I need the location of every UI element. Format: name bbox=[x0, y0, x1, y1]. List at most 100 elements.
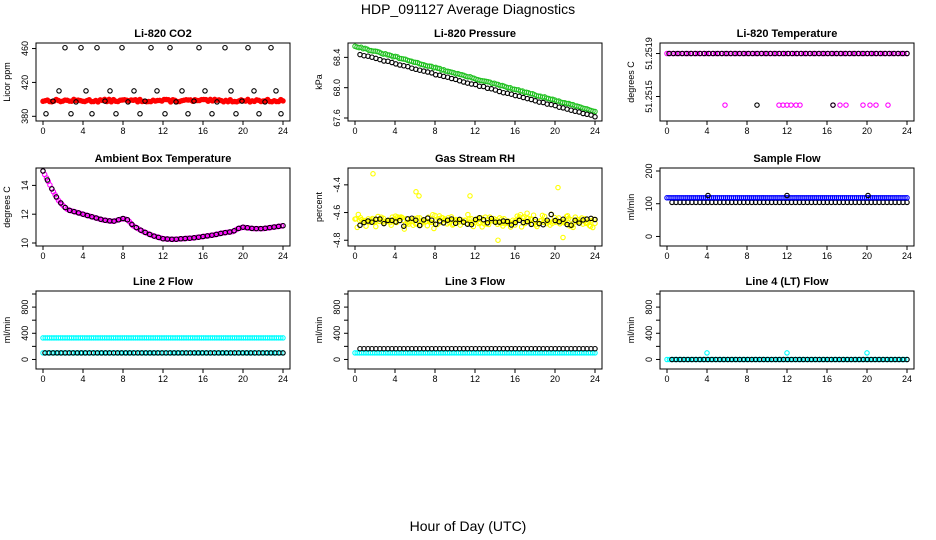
data-point bbox=[78, 44, 84, 51]
x-tick-label: 8 bbox=[744, 251, 749, 261]
data-point bbox=[68, 111, 74, 117]
x-tick-label: 0 bbox=[352, 251, 357, 261]
data-point bbox=[560, 216, 566, 223]
data-point bbox=[397, 217, 403, 224]
x-tick-label: 12 bbox=[158, 251, 168, 261]
y-axis-label: ml/min bbox=[314, 317, 324, 344]
panel-frame bbox=[35, 42, 291, 122]
data-point bbox=[228, 88, 234, 94]
data-point bbox=[528, 221, 535, 228]
panel-title: Ambient Box Temperature bbox=[95, 153, 232, 165]
data-point bbox=[548, 211, 554, 218]
x-tick-label: 0 bbox=[40, 126, 45, 136]
data-point bbox=[138, 227, 144, 233]
x-tick-label: 16 bbox=[198, 374, 208, 384]
data-point bbox=[49, 186, 55, 192]
data-point bbox=[119, 44, 125, 51]
data-point bbox=[480, 216, 487, 223]
data-point bbox=[131, 88, 137, 94]
data-point bbox=[879, 50, 886, 57]
data-point bbox=[592, 345, 598, 352]
data-point bbox=[413, 217, 419, 224]
data-layer bbox=[664, 192, 910, 206]
data-point bbox=[530, 212, 537, 218]
data-point bbox=[782, 50, 789, 57]
data-point bbox=[448, 216, 455, 222]
data-point bbox=[712, 50, 719, 57]
data-point bbox=[167, 44, 173, 51]
data-point bbox=[142, 229, 148, 236]
x-tick-label: 8 bbox=[432, 126, 437, 136]
data-point bbox=[162, 111, 168, 117]
x-tick-label: 0 bbox=[352, 374, 357, 384]
data-point bbox=[898, 50, 904, 57]
data-point bbox=[129, 221, 135, 228]
y-tick-label: 420 bbox=[20, 75, 30, 90]
x-tick-label: 20 bbox=[550, 251, 560, 261]
data-point bbox=[592, 108, 598, 115]
y-tick-label: -4.6 bbox=[332, 205, 342, 221]
x-tick-label: 24 bbox=[902, 126, 912, 136]
data-point bbox=[800, 50, 807, 57]
y-tick-label: 800 bbox=[332, 300, 342, 315]
data-point bbox=[540, 221, 546, 228]
data-point bbox=[256, 225, 262, 232]
x-tick-label: 4 bbox=[392, 126, 397, 136]
x-tick-label: 8 bbox=[744, 126, 749, 136]
data-point bbox=[512, 219, 519, 226]
data-point bbox=[904, 50, 910, 57]
data-point bbox=[142, 98, 148, 104]
x-tick-label: 20 bbox=[862, 126, 872, 136]
y-tick-label: 800 bbox=[644, 300, 654, 315]
y-axis-label: ml/min bbox=[626, 317, 636, 344]
x-tick-label: 16 bbox=[198, 126, 208, 136]
y-tick-label: 0 bbox=[332, 357, 342, 362]
x-tick-label: 8 bbox=[120, 126, 125, 136]
data-point bbox=[357, 222, 363, 229]
data-point bbox=[467, 193, 473, 199]
data-point bbox=[440, 220, 447, 226]
x-tick-label: 0 bbox=[664, 374, 669, 384]
x-tick-label: 16 bbox=[822, 251, 832, 261]
data-point bbox=[465, 211, 471, 218]
data-point bbox=[280, 335, 286, 341]
x-tick-label: 4 bbox=[80, 374, 85, 384]
data-point bbox=[504, 218, 511, 225]
data-point bbox=[727, 50, 734, 57]
data-point bbox=[904, 356, 910, 363]
y-tick-label: -4.4 bbox=[332, 177, 342, 193]
y-tick-label: 100 bbox=[644, 196, 654, 211]
y-tick-label: 400 bbox=[20, 326, 30, 341]
data-point bbox=[767, 50, 774, 57]
data-point bbox=[409, 215, 415, 221]
y-tick-label: 0 bbox=[644, 234, 654, 239]
y-tick-label: 460 bbox=[20, 41, 30, 56]
y-tick-label: 200 bbox=[644, 163, 654, 178]
y-tick-label: 68.0 bbox=[332, 79, 342, 97]
panel-title: Sample Flow bbox=[753, 153, 821, 165]
x-tick-label: 12 bbox=[782, 126, 792, 136]
x-tick-label: 24 bbox=[278, 374, 288, 384]
x-axis-label: Hour of Day (UTC) bbox=[409, 518, 527, 534]
y-axis-label: percent bbox=[314, 191, 324, 222]
y-tick-label: 380 bbox=[20, 109, 30, 124]
panel-4: Ambient Box Temperature degrees C 0 4 8 12 16 2… bbox=[2, 153, 291, 261]
data-point bbox=[840, 50, 846, 57]
panel-frame bbox=[35, 167, 291, 247]
data-point bbox=[870, 50, 877, 57]
panel-title: Li-820 Pressure bbox=[434, 28, 516, 40]
panel-6: Sample Flow ml/min 0 4 8 12 16 20 24 0 100 200 bbox=[626, 153, 915, 261]
data-point bbox=[268, 44, 274, 51]
data-point bbox=[416, 222, 423, 229]
data-point bbox=[524, 218, 531, 225]
y-tick-label: 400 bbox=[644, 326, 654, 341]
data-point bbox=[113, 111, 119, 117]
x-tick-label: 12 bbox=[782, 374, 792, 384]
y-axis-label: ml/min bbox=[626, 194, 636, 221]
data-point bbox=[94, 44, 100, 51]
x-tick-label: 24 bbox=[590, 374, 600, 384]
data-point bbox=[849, 50, 856, 57]
data-point bbox=[516, 217, 523, 224]
panel-frame bbox=[347, 290, 603, 370]
data-point bbox=[556, 219, 562, 225]
